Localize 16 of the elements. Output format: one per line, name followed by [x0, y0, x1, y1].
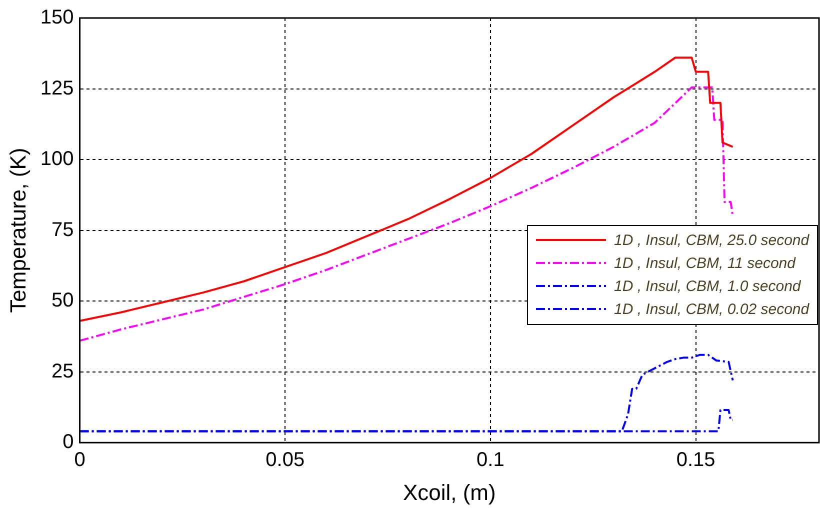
legend-label: 1D , Insul, CBM, 1.0 second [614, 278, 801, 295]
legend-label: 1D , Insul, CBM, 0.02 second [614, 300, 810, 318]
y-tick-label: 125 [40, 77, 74, 100]
x-axis-title: Xcoil, (m) [402, 480, 496, 505]
y-tick-label: 0 [62, 431, 74, 454]
y-tick-label: 75 [52, 218, 74, 241]
y-tick-label: 150 [40, 6, 74, 29]
x-tick-label: 0.05 [266, 449, 305, 472]
y-tick-label: 100 [40, 148, 74, 170]
legend-label: 1D , Insul, CBM, 11 second [614, 254, 796, 272]
y-axis-title: Temperature, (K) [5, 148, 30, 313]
x-tick-label: 0.15 [676, 449, 716, 472]
legend-label: 1D , Insul, CBM, 25.0 second [614, 232, 810, 249]
y-tick-label: 50 [52, 290, 74, 312]
y-tick-label: 25 [52, 360, 74, 382]
x-tick-label: 0.1 [476, 449, 504, 472]
